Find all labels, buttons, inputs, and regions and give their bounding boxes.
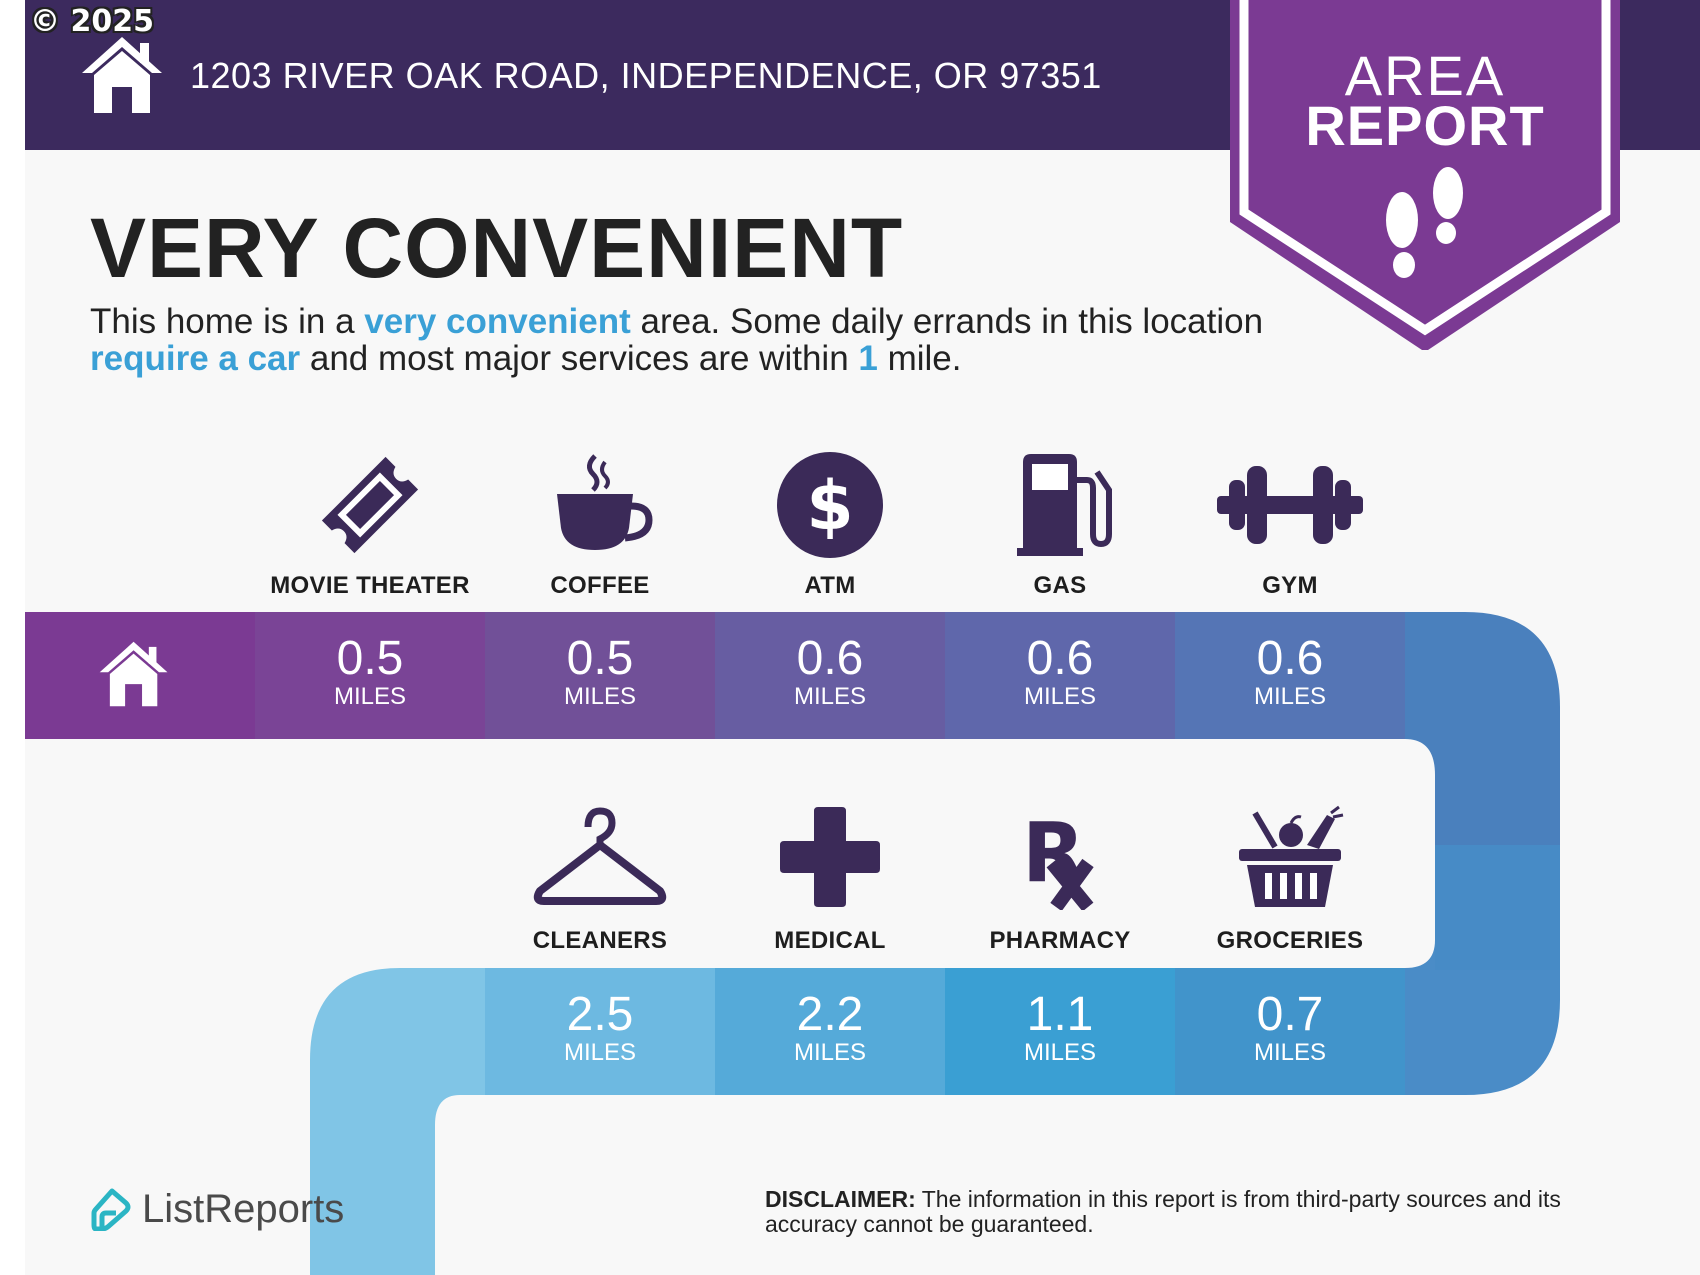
banner-title-line2: REPORT <box>1305 94 1545 157</box>
disclaimer-label: DISCLAIMER: <box>765 1186 916 1212</box>
distance-value: 2.5 <box>566 988 634 1041</box>
distance-coffee: 0.5 MILES <box>485 612 715 739</box>
banner-title-line1: AREA <box>1344 44 1506 107</box>
ticket-icon <box>321 456 419 554</box>
amenity-label: GAS <box>1033 572 1087 599</box>
desc-text: and most major services are within <box>300 339 859 378</box>
medical-cross-icon <box>779 807 880 907</box>
distance-value: 0.6 <box>1256 632 1324 685</box>
property-address: 1203 RIVER OAK ROAD, INDEPENDENCE, OR 97… <box>190 55 1102 96</box>
distance-gym: 0.6 MILES <box>1175 612 1405 739</box>
distance-value: 2.2 <box>796 988 864 1041</box>
distance-unit: MILES <box>1023 683 1097 710</box>
distance-value: 0.7 <box>1256 988 1324 1041</box>
distance-value: 1.1 <box>1026 988 1094 1041</box>
footprints-icon <box>1386 167 1463 278</box>
desc-text: mile. <box>877 339 962 378</box>
svg-text:$: $ <box>806 467 853 546</box>
copyright-notice: © 2025 <box>30 4 154 39</box>
amenity-movie-theater: MOVIE THEATER <box>255 450 485 600</box>
distance-pharmacy: 1.1 MILES <box>945 968 1175 1095</box>
amenity-label: COFFEE <box>550 572 650 599</box>
distance-medical: 2.2 MILES <box>715 968 945 1095</box>
amenity-medical: MEDICAL <box>715 805 945 955</box>
dumbbell-icon <box>1217 466 1363 544</box>
amenity-gym: GYM <box>1175 450 1405 600</box>
coffee-cup-icon <box>557 454 653 550</box>
area-report-page: 1203 RIVER OAK ROAD, INDEPENDENCE, OR 97… <box>25 0 1700 1275</box>
distance-groceries: 0.7 MILES <box>1175 968 1405 1095</box>
amenity-label: GYM <box>1262 572 1318 599</box>
distance-value: 0.6 <box>796 632 864 685</box>
distance-value: 0.5 <box>566 632 634 685</box>
desc-text: area. Some daily errands in this locatio… <box>630 302 1264 341</box>
listreports-logo: ListReports <box>90 1185 390 1235</box>
distance-cleaners: 2.5 MILES <box>485 968 715 1095</box>
dollar-coin-icon: $ <box>777 452 883 558</box>
distance-value: 0.6 <box>1026 632 1094 685</box>
disclaimer-text: The information in this report is from t… <box>765 1186 1561 1237</box>
amenity-cleaners: CLEANERS <box>485 805 715 955</box>
convenience-rating-title: VERY CONVENIENT <box>90 201 904 295</box>
distance-unit: MILES <box>1023 1039 1097 1066</box>
house-icon <box>82 37 162 113</box>
distance-gas: 0.6 MILES <box>945 612 1175 739</box>
amenity-atm: $ ATM <box>715 450 945 600</box>
distance-unit: MILES <box>563 1039 637 1066</box>
desc-text: This home is in a <box>90 302 365 341</box>
route-path <box>25 612 1560 1275</box>
amenity-coffee: COFFEE <box>485 450 715 600</box>
amenity-label: ATM <box>804 572 856 599</box>
amenity-gas: GAS <box>945 450 1175 600</box>
distance-value: 0.5 <box>336 632 404 685</box>
amenity-groceries: GROCERIES <box>1175 805 1405 955</box>
rx-icon: R <box>1022 806 1094 910</box>
amenity-label: MEDICAL <box>774 927 886 954</box>
distance-unit: MILES <box>333 683 407 710</box>
distance-unit: MILES <box>793 1039 867 1066</box>
hanger-icon <box>533 807 667 905</box>
distance-unit: MILES <box>563 683 637 710</box>
distance-movie-theater: 0.5 MILES <box>255 612 485 739</box>
gas-pump-icon <box>1017 454 1112 556</box>
amenity-label: PHARMACY <box>989 927 1131 954</box>
desc-highlight-rating: very convenient <box>364 302 631 341</box>
distance-unit: MILES <box>1253 683 1327 710</box>
distance-unit: MILES <box>1253 1039 1327 1066</box>
disclaimer: DISCLAIMER: The information in this repo… <box>765 1187 1645 1237</box>
grocery-basket-icon <box>1239 805 1344 907</box>
desc-highlight-distance: 1 <box>858 339 878 378</box>
path-start-home-icon <box>99 641 168 707</box>
distance-atm: 0.6 MILES <box>715 612 945 739</box>
amenity-pharmacy: R PHARMACY <box>945 805 1175 955</box>
amenity-label: MOVIE THEATER <box>270 572 470 599</box>
amenity-label: GROCERIES <box>1216 927 1364 954</box>
distance-unit: MILES <box>793 683 867 710</box>
logo-text: ListReports <box>142 1187 345 1231</box>
convenience-description: This home is in a very convenient area. … <box>90 303 1290 377</box>
amenity-label: CLEANERS <box>532 927 668 954</box>
listreports-logo-icon <box>91 1188 131 1231</box>
desc-highlight-car: require a car <box>90 339 301 378</box>
area-report-banner: AREA REPORT <box>1230 0 1620 350</box>
